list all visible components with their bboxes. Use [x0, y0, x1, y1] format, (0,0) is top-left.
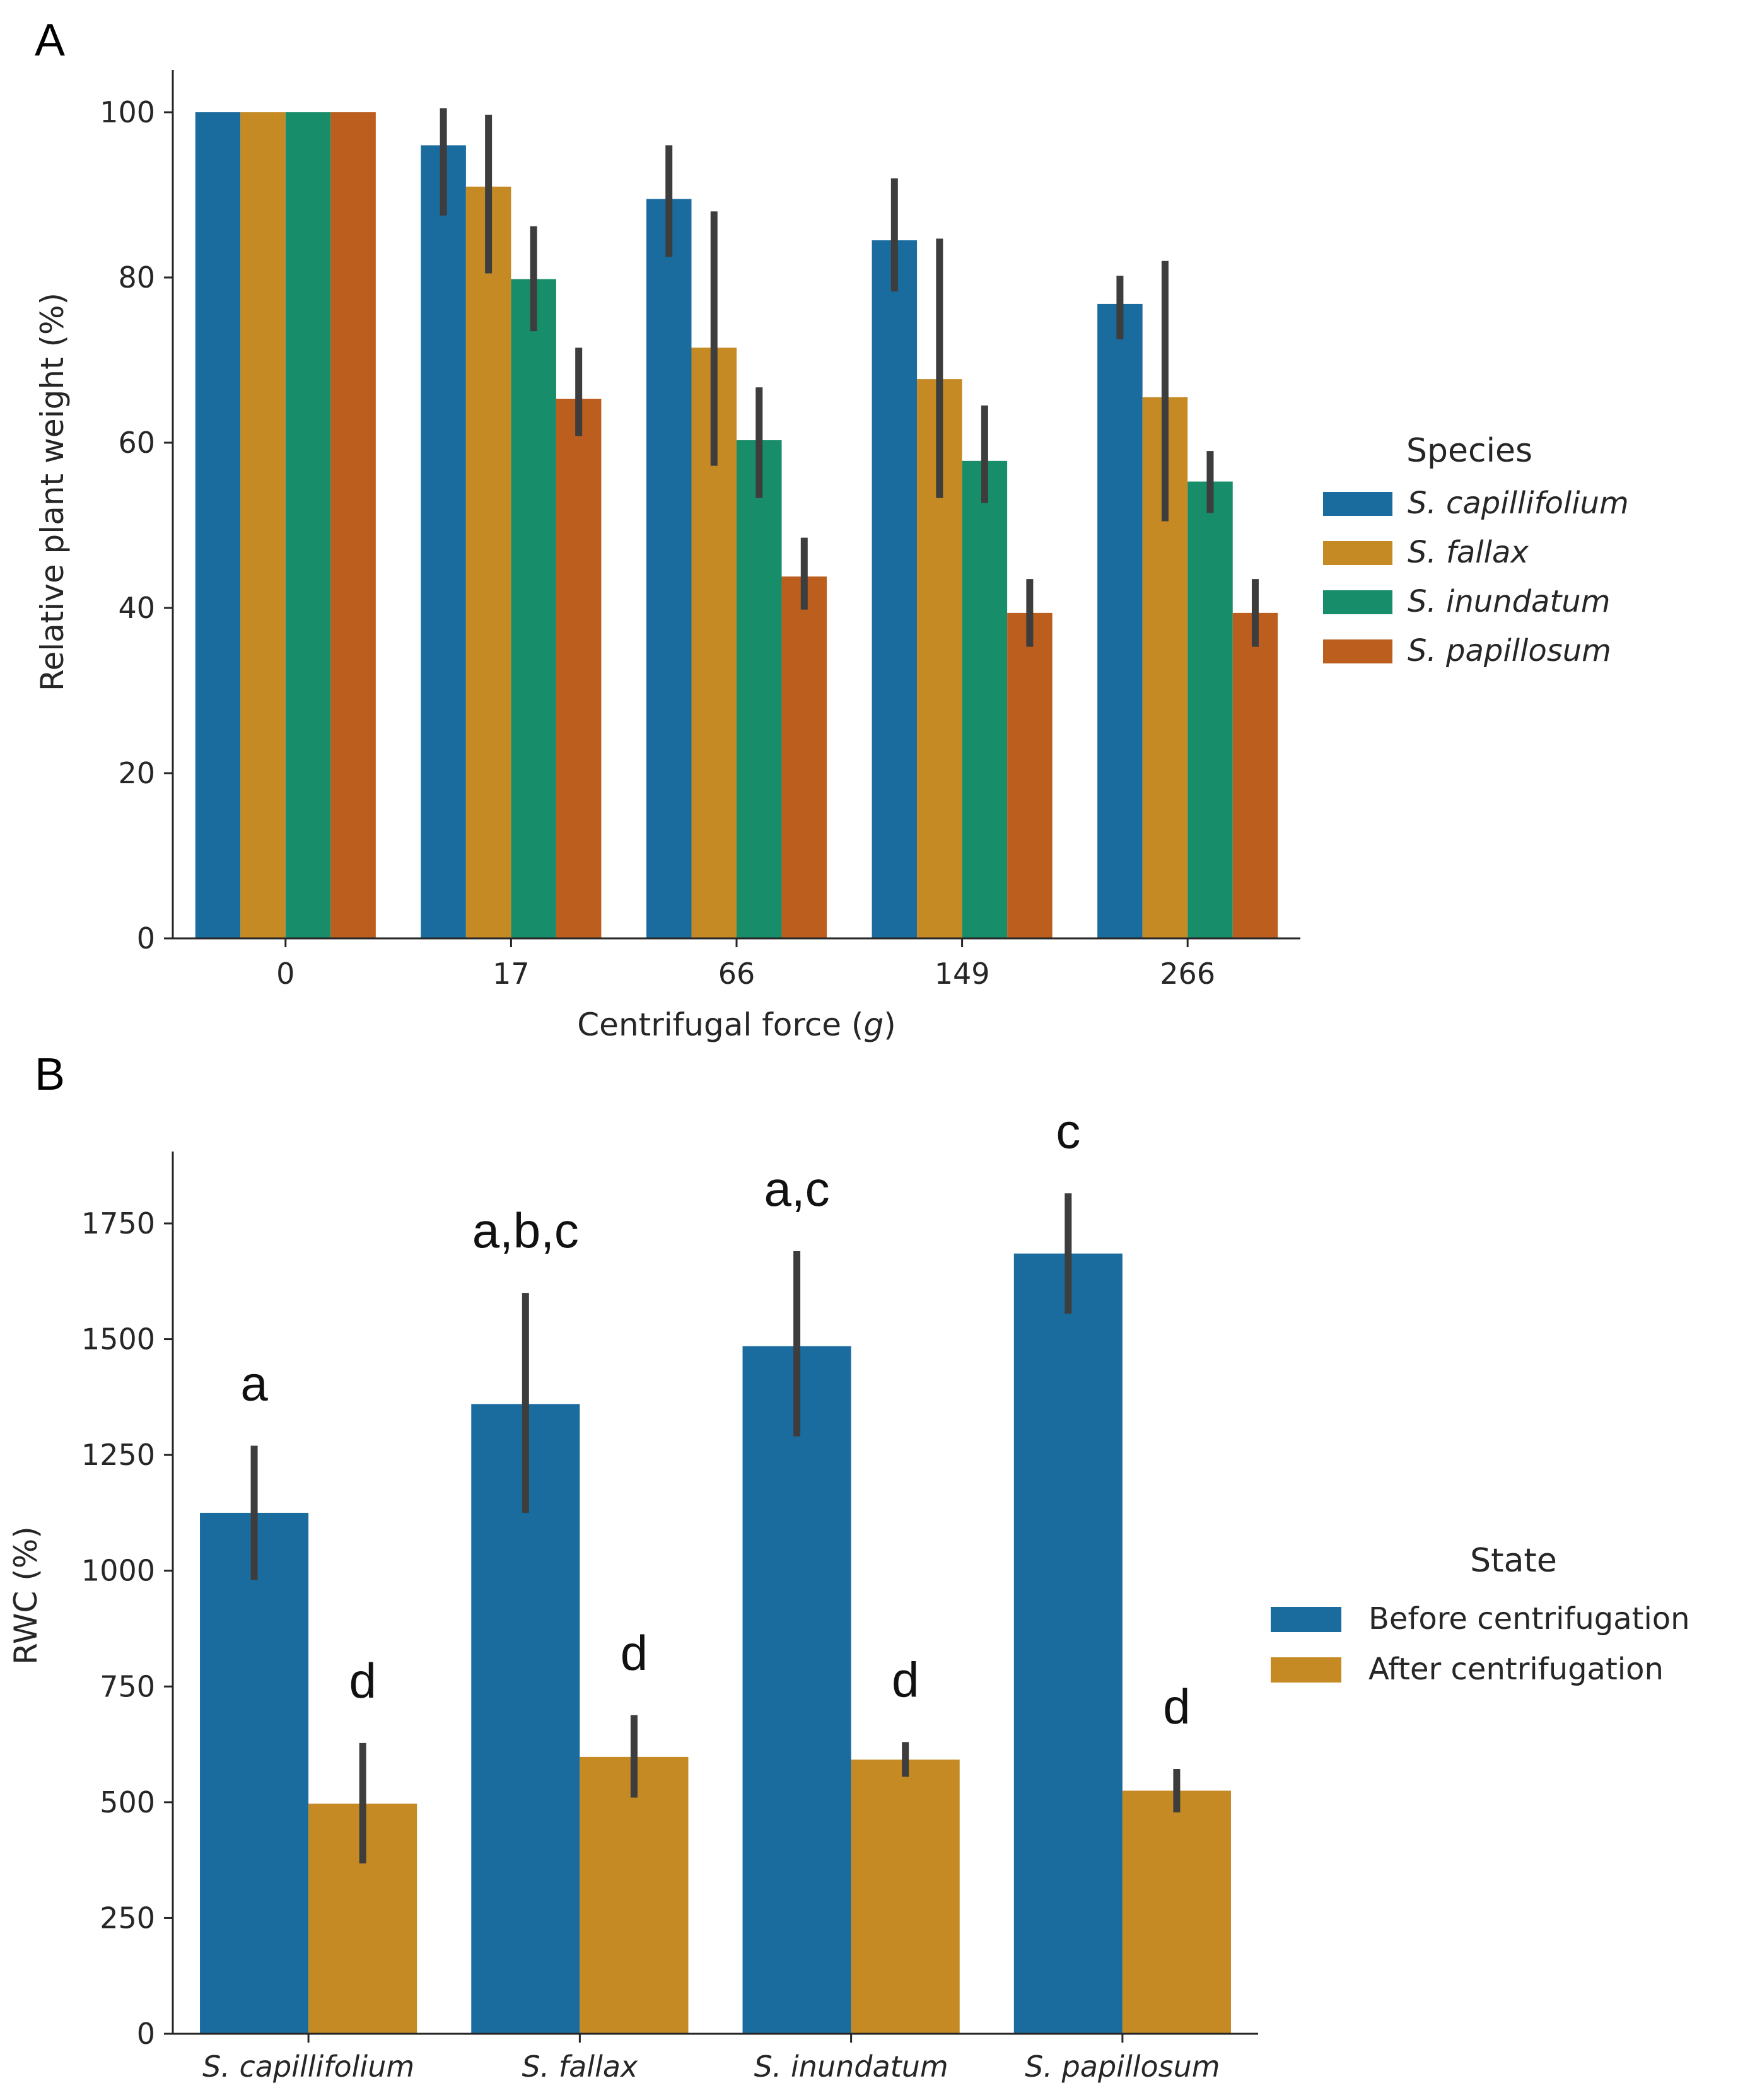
panel-a-x-ticks: 0 17 66 149 266	[276, 938, 1215, 991]
panel-b-y-ticks: 0 250 500 750 1000 1250 1500 1750	[81, 1206, 173, 2051]
bar-a-s-inundatum-17	[511, 279, 556, 938]
legend-b-swatch-after-centrifugation	[1271, 1657, 1341, 1683]
legend-b-label-after-centrifugation: After centrifugation	[1368, 1652, 1664, 1687]
bar-a-s-papillosum-66	[781, 576, 827, 938]
y-tick-label-b-750: 750	[100, 1669, 155, 1703]
x-tick-label-b-s-capillifolium: S. capillifolium	[202, 2050, 414, 2084]
panel-a-error-bars	[440, 108, 1259, 647]
annotation-b-after-centrifugation-s-capillifolium: d	[349, 1653, 376, 1708]
bar-b-before-centrifugation-s-inundatum	[742, 1346, 851, 2034]
legend-a-swatch-s-inundatum	[1323, 590, 1392, 614]
bar-a-s-fallax-0	[240, 112, 286, 938]
bar-b-after-centrifugation-s-papillosum	[1122, 1790, 1231, 2034]
panel-b-letter: B	[35, 1049, 65, 1100]
bar-a-s-capillifolium-266	[1097, 303, 1143, 938]
legend-b-swatch-before-centrifugation	[1271, 1607, 1341, 1632]
bar-a-s-papillosum-17	[556, 399, 602, 938]
panel-b: B a d a,b,c d a,c d c d 0 250 500 750 1000 1250 1500 1…	[8, 1049, 1690, 2084]
annotation-b-before-centrifugation-s-papillosum: c	[1056, 1103, 1080, 1158]
panel-b-y-label: RWC (%)	[8, 1526, 44, 1664]
y-tick-label-a-40: 40	[118, 591, 155, 625]
bar-a-s-capillifolium-149	[872, 240, 918, 938]
legend-a-label-s-fallax: S. fallax	[1408, 535, 1529, 570]
legend-a-label-s-papillosum: S. papillosum	[1408, 633, 1611, 668]
bar-b-after-centrifugation-s-fallax	[580, 1756, 689, 2034]
y-tick-label-a-0: 0	[137, 921, 155, 955]
x-tick-label-a-149: 149	[935, 957, 990, 991]
panel-a-y-label: Relative plant weight (%)	[34, 293, 71, 691]
panel-a-x-label-suffix: )	[884, 1006, 896, 1043]
x-tick-label-a-66: 66	[718, 957, 755, 991]
panel-a-x-label-prefix: Centrifugal force (	[577, 1006, 863, 1043]
bar-b-before-centrifugation-s-capillifolium	[200, 1512, 309, 2034]
legend-a-swatch-s-fallax	[1323, 541, 1392, 565]
y-tick-label-b-250: 250	[100, 1901, 155, 1935]
x-tick-label-a-17: 17	[493, 957, 530, 991]
panel-a-x-label-var: g	[863, 1006, 884, 1043]
y-tick-label-b-500: 500	[100, 1785, 155, 1819]
panel-a-legend-title: Species	[1406, 432, 1532, 470]
x-tick-label-b-s-papillosum: S. papillosum	[1025, 2050, 1220, 2084]
x-tick-label-a-0: 0	[276, 957, 295, 991]
annotation-b-after-centrifugation-s-papillosum: d	[1163, 1679, 1190, 1734]
bar-a-s-inundatum-0	[285, 112, 331, 938]
legend-a-swatch-s-papillosum	[1323, 639, 1392, 663]
y-tick-label-b-1500: 1500	[81, 1322, 155, 1356]
bar-a-s-capillifolium-66	[646, 199, 692, 938]
y-tick-label-a-100: 100	[100, 95, 155, 129]
y-tick-label-a-20: 20	[118, 756, 155, 790]
panel-a-legend: Species S. capillifolium S. fallax S. inun…	[1323, 432, 1629, 668]
bar-b-after-centrifugation-s-inundatum	[851, 1759, 960, 2034]
annotation-b-before-centrifugation-s-inundatum: a,c	[764, 1161, 830, 1216]
y-tick-label-b-0: 0	[137, 2017, 155, 2051]
annotation-b-after-centrifugation-s-inundatum: d	[892, 1652, 919, 1707]
x-tick-label-a-266: 266	[1160, 957, 1215, 991]
panel-b-legend: State Before centrifugation After centrif…	[1271, 1542, 1690, 1687]
y-tick-label-b-1000: 1000	[81, 1554, 155, 1588]
y-tick-label-a-80: 80	[118, 260, 155, 295]
legend-a-label-s-capillifolium: S. capillifolium	[1408, 486, 1629, 521]
y-tick-label-a-60: 60	[118, 426, 155, 460]
bar-a-s-inundatum-66	[737, 440, 782, 938]
panel-b-error-bars	[250, 1193, 1181, 1864]
panel-a-letter: A	[35, 15, 65, 66]
panel-a-x-label: Centrifugal force (g)	[577, 1006, 895, 1043]
y-tick-label-b-1750: 1750	[81, 1206, 155, 1240]
bar-a-s-papillosum-266	[1232, 612, 1278, 938]
panel-b-legend-title: State	[1470, 1542, 1557, 1580]
legend-a-swatch-s-capillifolium	[1323, 492, 1392, 516]
panel-a-bars	[195, 112, 1278, 938]
panel-a-y-ticks: 0 20 40 60 80 100	[100, 95, 173, 955]
annotation-b-after-centrifugation-s-fallax: d	[621, 1625, 648, 1681]
bar-a-s-capillifolium-0	[195, 112, 241, 938]
bar-a-s-capillifolium-17	[421, 145, 466, 938]
bar-a-s-papillosum-149	[1007, 612, 1053, 938]
panel-b-x-ticks: S. capillifolium S. fallax S. inundatum S. …	[202, 2034, 1220, 2084]
bar-a-s-inundatum-266	[1187, 481, 1233, 938]
bar-a-s-inundatum-149	[962, 460, 1008, 938]
legend-a-label-s-inundatum: S. inundatum	[1408, 584, 1610, 619]
y-tick-label-b-1250: 1250	[81, 1438, 155, 1472]
annotation-b-before-centrifugation-s-capillifolium: a	[240, 1355, 268, 1411]
bar-a-s-papillosum-0	[330, 112, 376, 938]
legend-b-label-before-centrifugation: Before centrifugation	[1368, 1601, 1690, 1636]
annotation-b-before-centrifugation-s-fallax: a,b,c	[472, 1203, 579, 1258]
panel-b-annotations: a d a,b,c d a,c d c d	[240, 1103, 1190, 1734]
bar-a-s-fallax-17	[465, 186, 511, 938]
panel-a: A 0 20 40 60 80 100 0 17 66 149 266 Relative plan…	[34, 15, 1629, 1043]
bar-b-before-centrifugation-s-papillosum	[1013, 1253, 1123, 2034]
x-tick-label-b-s-fallax: S. fallax	[522, 2050, 638, 2084]
x-tick-label-b-s-inundatum: S. inundatum	[754, 2050, 948, 2084]
panel-b-bars	[200, 1253, 1231, 2034]
